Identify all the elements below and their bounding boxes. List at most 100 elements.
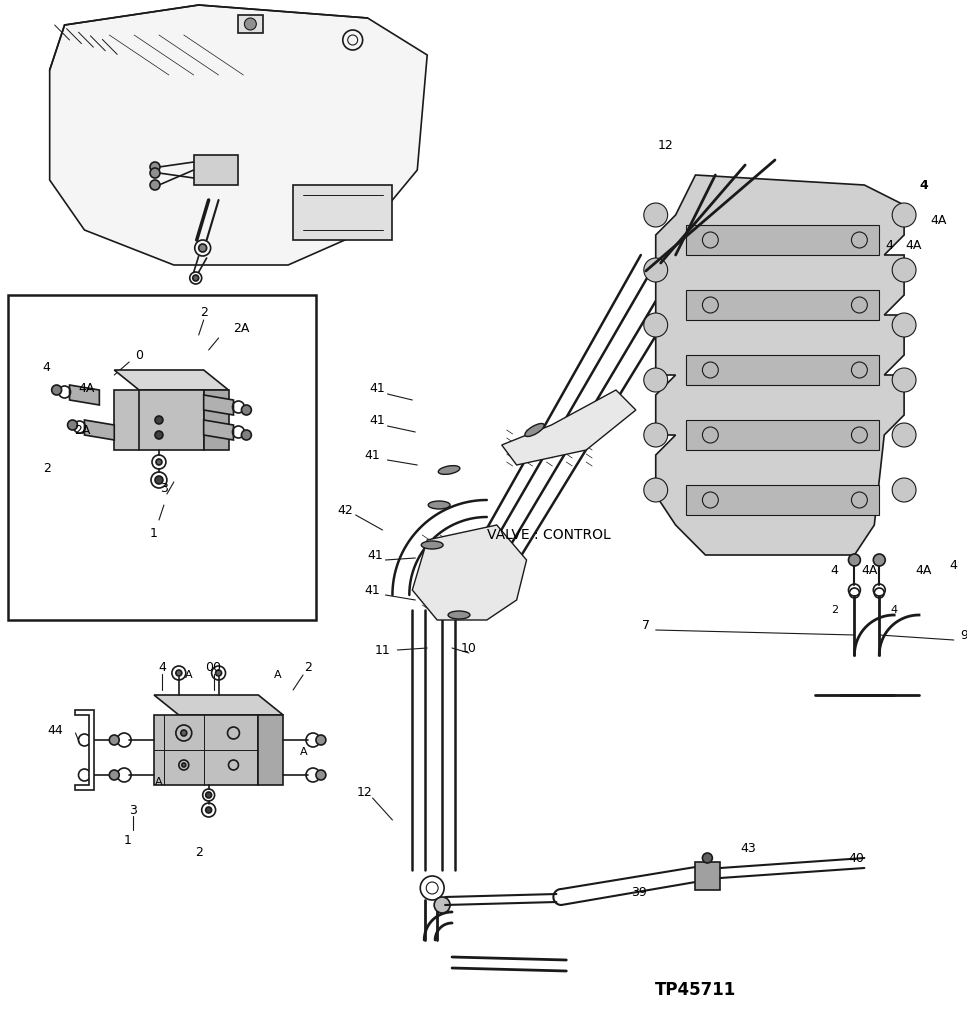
Circle shape	[434, 897, 450, 913]
Circle shape	[644, 203, 667, 227]
Bar	[686, 420, 879, 450]
Circle shape	[155, 476, 162, 484]
Circle shape	[216, 670, 221, 677]
Text: 0: 0	[135, 348, 143, 362]
Text: 2: 2	[43, 461, 50, 474]
Text: 41: 41	[369, 413, 386, 427]
Polygon shape	[204, 420, 233, 440]
Circle shape	[245, 18, 256, 30]
Bar	[293, 185, 393, 240]
Text: 44: 44	[47, 723, 64, 737]
Polygon shape	[114, 370, 228, 390]
Circle shape	[109, 735, 119, 745]
Circle shape	[68, 420, 77, 430]
Circle shape	[893, 313, 916, 337]
Ellipse shape	[422, 541, 443, 549]
Bar	[695, 862, 720, 890]
Text: 41: 41	[365, 583, 380, 597]
Text: 2: 2	[194, 845, 203, 859]
Text: 10: 10	[461, 641, 477, 655]
Polygon shape	[656, 175, 904, 555]
Text: 9: 9	[960, 629, 967, 641]
Text: 4A: 4A	[906, 238, 923, 252]
Circle shape	[316, 770, 326, 780]
Circle shape	[150, 162, 160, 172]
Text: 43: 43	[741, 841, 756, 855]
Text: 41: 41	[369, 381, 386, 395]
Circle shape	[176, 670, 182, 677]
Text: 2: 2	[304, 661, 312, 673]
Polygon shape	[204, 390, 228, 450]
Text: A: A	[275, 670, 282, 680]
Circle shape	[242, 430, 251, 440]
Text: 1: 1	[150, 526, 158, 540]
Circle shape	[893, 423, 916, 447]
Circle shape	[206, 792, 212, 798]
Text: A: A	[300, 747, 308, 757]
Circle shape	[873, 554, 885, 566]
Text: 4: 4	[891, 605, 897, 615]
Polygon shape	[204, 395, 233, 415]
Circle shape	[644, 313, 667, 337]
Circle shape	[198, 244, 207, 252]
Text: 7: 7	[642, 618, 650, 632]
Polygon shape	[114, 390, 204, 450]
Text: 2: 2	[200, 306, 208, 318]
Circle shape	[644, 478, 667, 502]
Polygon shape	[154, 715, 258, 785]
Circle shape	[109, 770, 119, 780]
Polygon shape	[258, 715, 283, 785]
Bar	[8, 295, 316, 620]
Circle shape	[150, 168, 160, 178]
Circle shape	[848, 554, 861, 566]
Text: 42: 42	[337, 503, 354, 517]
Text: 12: 12	[357, 786, 372, 800]
Circle shape	[155, 431, 162, 439]
Bar	[686, 355, 879, 385]
Circle shape	[644, 368, 667, 392]
Circle shape	[242, 405, 251, 415]
Text: 1: 1	[123, 834, 132, 846]
Text: 2A: 2A	[74, 424, 91, 436]
Text: 4: 4	[950, 558, 957, 572]
Text: TP45711: TP45711	[655, 981, 736, 999]
Circle shape	[893, 478, 916, 502]
Polygon shape	[412, 525, 527, 620]
Text: 4A: 4A	[862, 564, 877, 576]
Text: 4A: 4A	[78, 381, 95, 395]
Circle shape	[150, 180, 160, 190]
Text: 3: 3	[160, 482, 168, 494]
Ellipse shape	[448, 611, 470, 618]
Text: 40: 40	[848, 852, 864, 864]
Text: A: A	[155, 777, 162, 787]
Bar	[239, 15, 263, 33]
Text: 4A: 4A	[916, 564, 932, 576]
Ellipse shape	[438, 465, 460, 474]
Text: 4: 4	[885, 238, 894, 252]
Circle shape	[156, 459, 161, 465]
Text: 11: 11	[374, 643, 391, 657]
Text: 41: 41	[365, 449, 380, 461]
Circle shape	[893, 203, 916, 227]
Bar	[686, 225, 879, 255]
Circle shape	[155, 416, 162, 424]
Bar	[686, 485, 879, 515]
Circle shape	[51, 385, 62, 395]
Text: A: A	[185, 670, 192, 680]
Text: 4: 4	[158, 661, 166, 673]
Text: 2: 2	[831, 605, 838, 615]
Circle shape	[644, 423, 667, 447]
Ellipse shape	[428, 501, 450, 509]
Text: 00: 00	[206, 661, 221, 673]
Text: 3: 3	[130, 804, 137, 816]
Circle shape	[893, 368, 916, 392]
Polygon shape	[74, 710, 95, 790]
Text: 12: 12	[658, 139, 674, 151]
Text: 4A: 4A	[930, 213, 947, 227]
Polygon shape	[502, 390, 636, 465]
Circle shape	[702, 853, 713, 863]
Bar	[686, 290, 879, 320]
Text: 2A: 2A	[233, 321, 249, 335]
Text: VALVE : CONTROL: VALVE : CONTROL	[486, 528, 610, 542]
Circle shape	[644, 258, 667, 282]
